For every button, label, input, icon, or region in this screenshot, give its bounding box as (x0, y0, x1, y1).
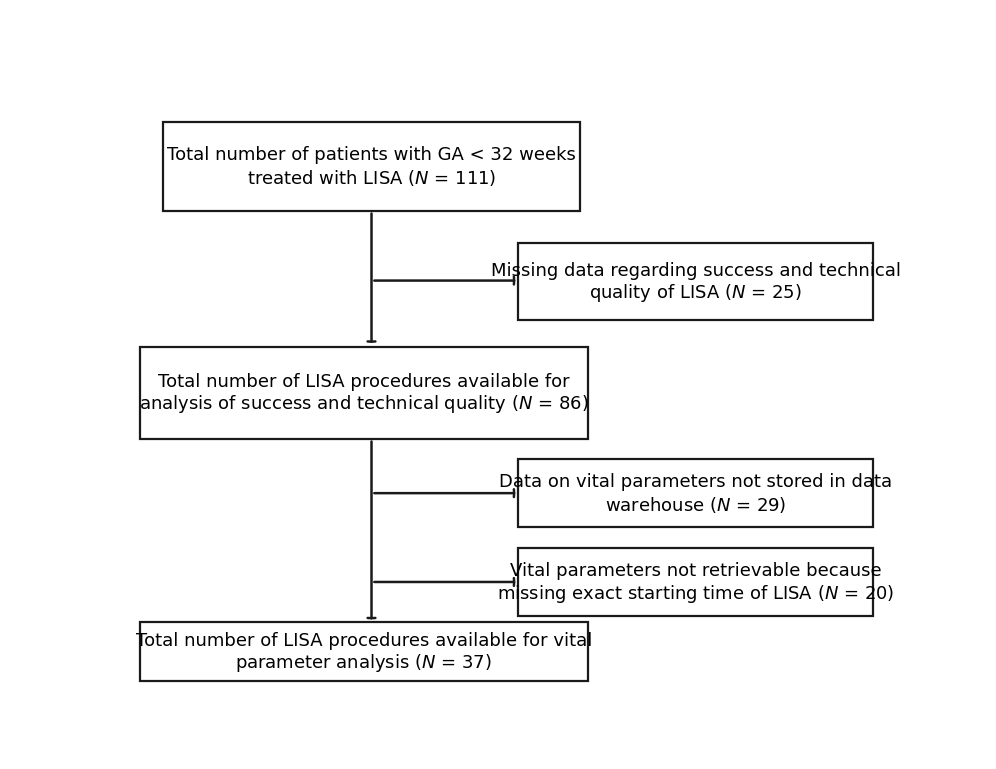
Bar (139, 622, 588, 681)
Text: quality of LISA ($\mathit{N}$ = 25): quality of LISA ($\mathit{N}$ = 25) (590, 282, 802, 304)
Text: treated with LISA ($\mathit{N}$ = 111): treated with LISA ($\mathit{N}$ = 111) (247, 168, 496, 188)
Bar (163, 122, 580, 211)
Bar (518, 459, 873, 528)
Text: Missing data regarding success and technical: Missing data regarding success and techn… (491, 261, 900, 279)
Text: analysis of success and technical quality ($\mathit{N}$ = 86): analysis of success and technical qualit… (139, 393, 589, 415)
Text: Total number of LISA procedures available for vital: Total number of LISA procedures availabl… (135, 631, 592, 650)
Text: missing exact starting time of LISA ($\mathit{N}$ = 20): missing exact starting time of LISA ($\m… (497, 583, 894, 604)
Text: Vital parameters not retrievable because: Vital parameters not retrievable because (510, 562, 881, 580)
Bar (518, 548, 873, 616)
Bar (139, 347, 588, 438)
Text: Total number of LISA procedures available for: Total number of LISA procedures availabl… (158, 372, 570, 391)
Text: Total number of patients with GA < 32 weeks: Total number of patients with GA < 32 we… (167, 146, 576, 164)
Text: Data on vital parameters not stored in data: Data on vital parameters not stored in d… (499, 473, 892, 491)
Text: warehouse ($\mathit{N}$ = 29): warehouse ($\mathit{N}$ = 29) (606, 494, 786, 514)
Text: parameter analysis ($\mathit{N}$ = 37): parameter analysis ($\mathit{N}$ = 37) (235, 652, 492, 674)
Bar (518, 243, 873, 320)
